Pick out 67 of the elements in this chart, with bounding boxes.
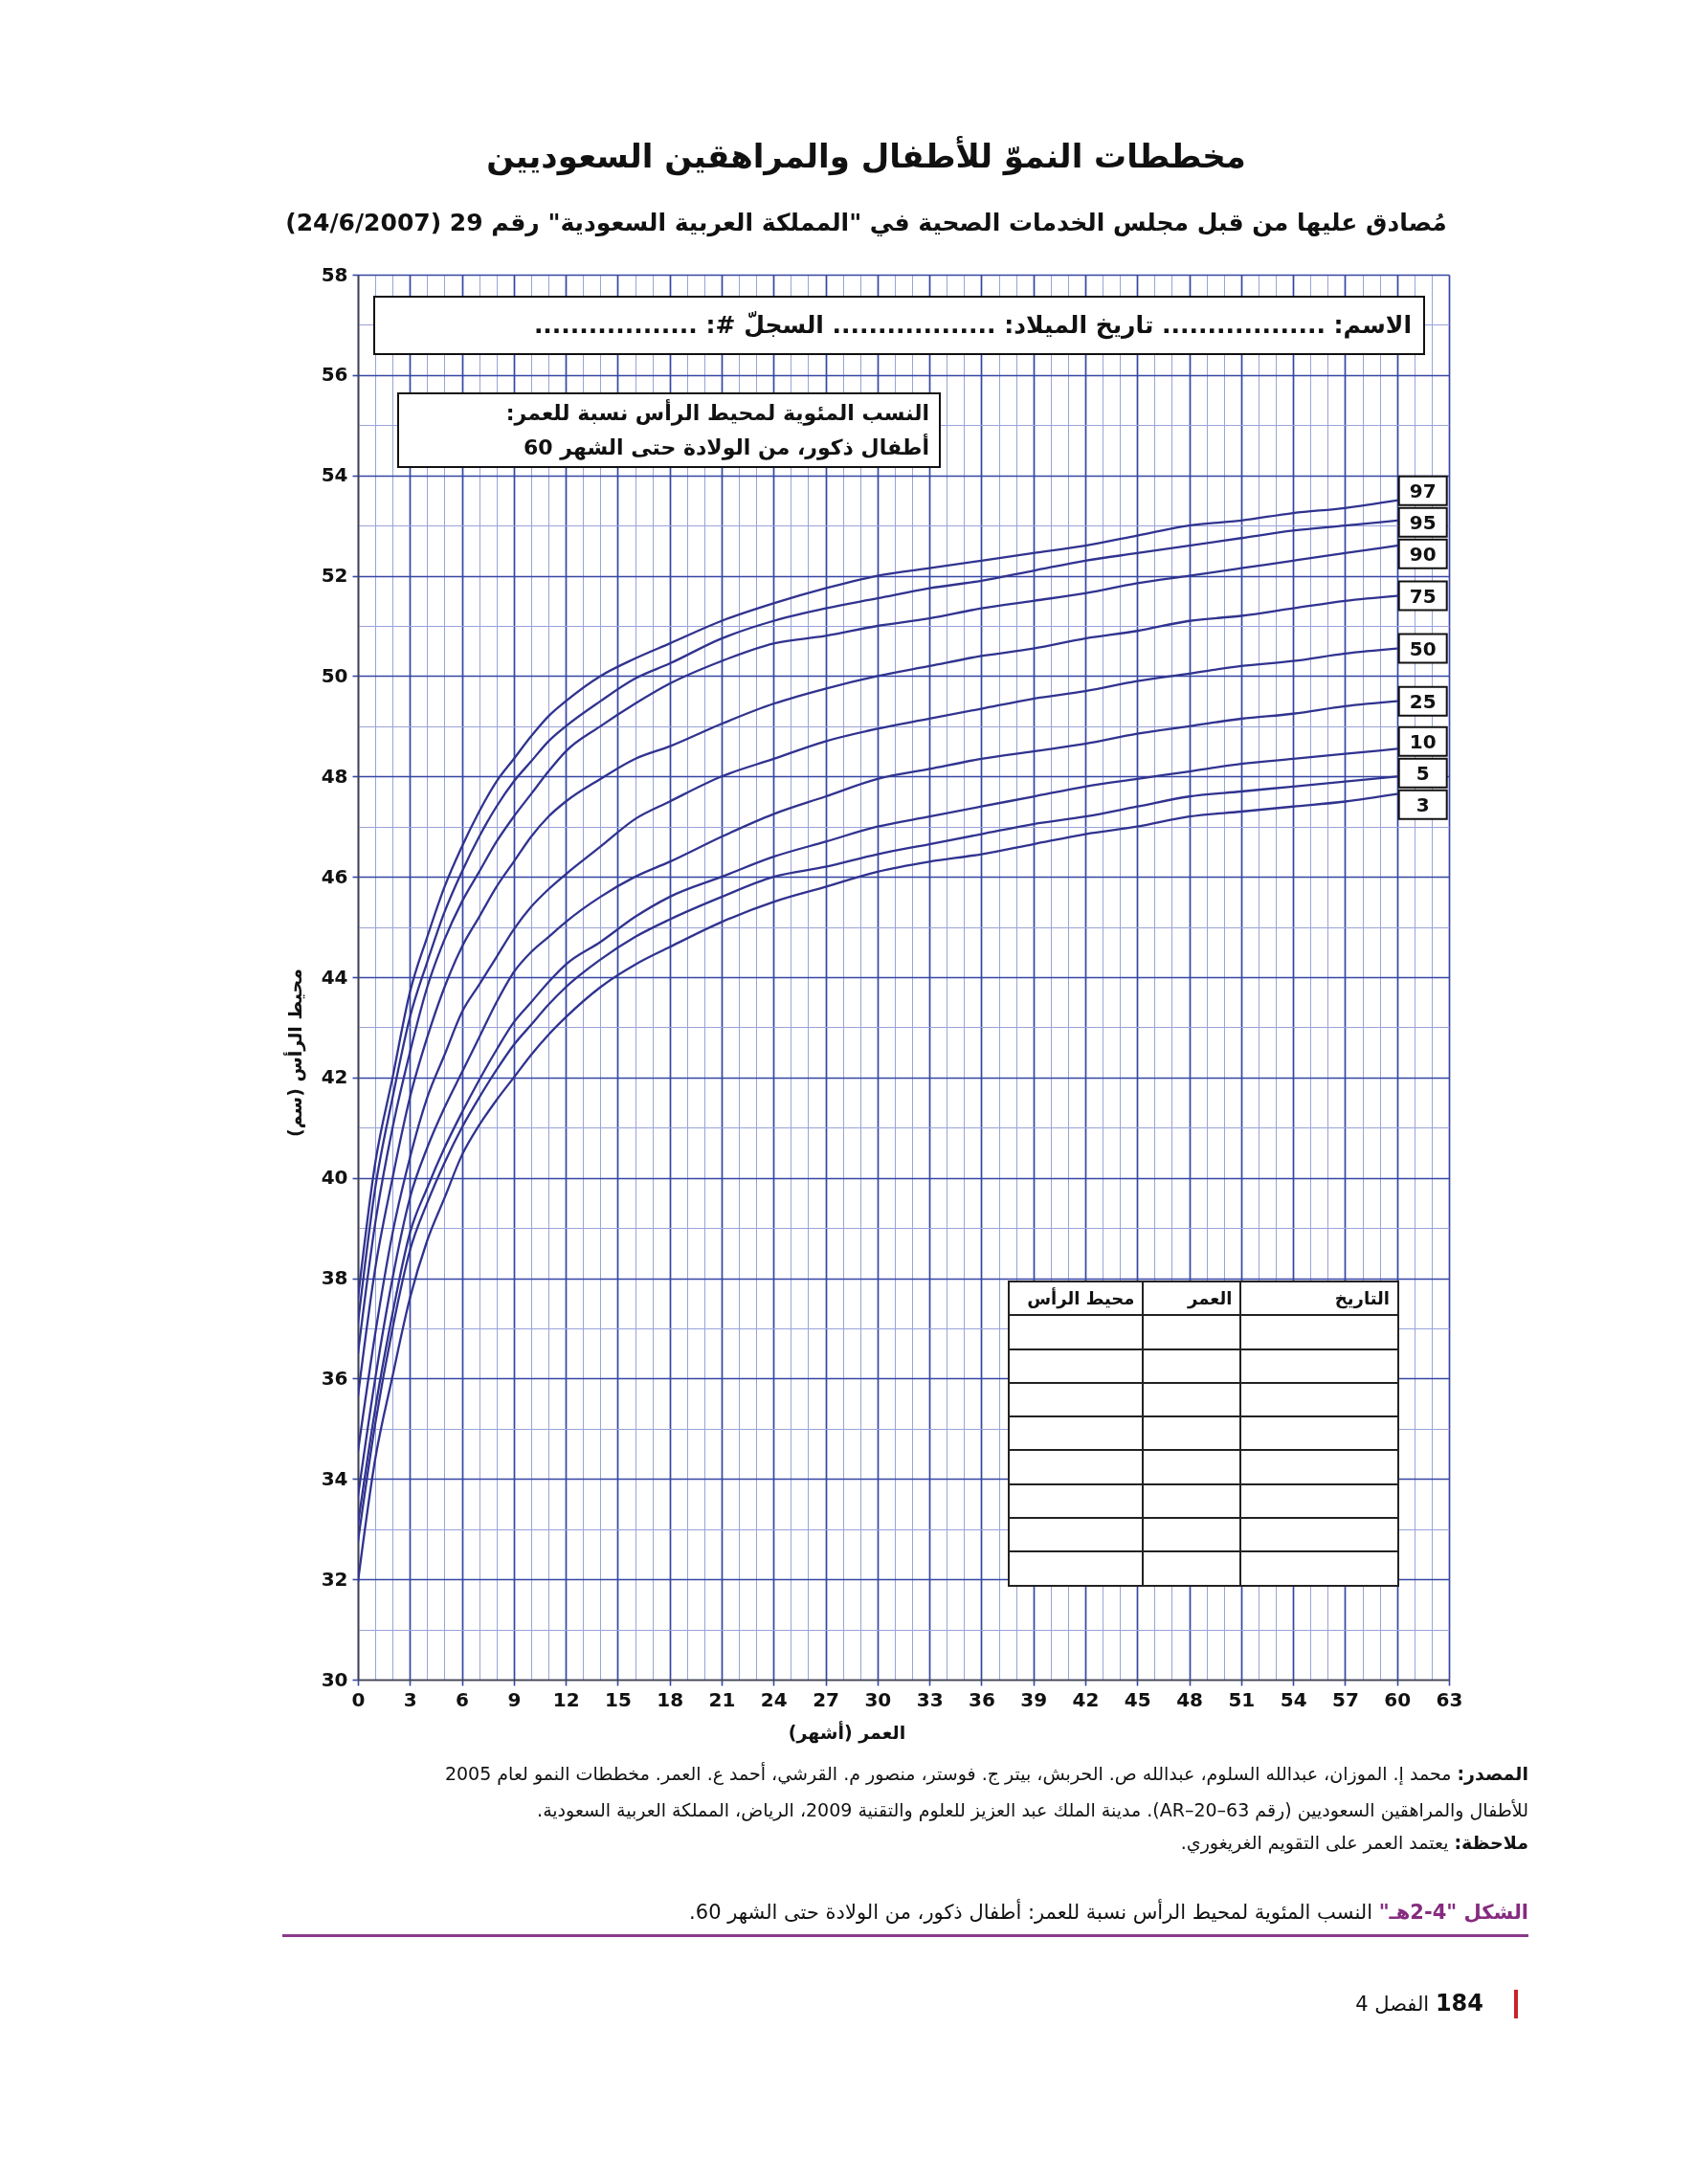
series-label: 75: [1409, 584, 1437, 608]
table-cell: العمر: [1143, 1281, 1241, 1316]
text: 184: [1435, 1990, 1483, 2017]
x-tick-label: 15: [605, 1687, 632, 1711]
x-tick-label: 30: [864, 1687, 892, 1711]
text: ملاحظة:: [1454, 1832, 1528, 1853]
y-tick-label: 30: [321, 1667, 348, 1691]
text: محمد إ. الموزان، عبدالله السلوم، عبدالله ص. الحربش، بيتر ج. فوستر، منصور م. القرشي، أحمد ع. العمر. مخططات النمو لعام 2005: [444, 1763, 1452, 1784]
y-axis-title: محيط الرأس (سم): [282, 968, 307, 1139]
series-label: 3: [1415, 792, 1430, 816]
x-tick-label: 36: [969, 1687, 995, 1711]
x-tick-label: 39: [1020, 1687, 1048, 1711]
x-tick-label: 21: [708, 1687, 736, 1711]
x-tick-label: 33: [916, 1687, 944, 1711]
x-tick-label: 57: [1332, 1687, 1359, 1711]
series-label: 50: [1409, 636, 1437, 660]
text: الفصل 4: [1355, 1993, 1430, 2016]
name-form-box: الاسم: .................. تاريخ الميلاد: .................. السجلّ #: ..................: [373, 296, 1425, 355]
annotation: النسب المئوية لمحيط الرأس نسبة للعمر:: [504, 398, 929, 428]
series-label: 10: [1409, 729, 1437, 753]
y-tick-label: 48: [321, 764, 348, 788]
chart-title: مخططات النموّ للأطفال والمراهقين السعوديين: [485, 135, 1247, 178]
text: المصدر:: [1457, 1763, 1528, 1784]
y-tick-label: 56: [321, 363, 348, 387]
text: يعتمد العمر على التقويم الغريغوري.: [1180, 1832, 1449, 1853]
text: للأطفال والمراهقين السعوديين (رقم AR–20–63). مدينة الملك عبد العزيز للعلوم والتقنية 2009، الرياض، المملكة العربية السعودية.: [537, 1798, 1528, 1823]
y-tick-label: 42: [321, 1065, 348, 1089]
series-label: 97: [1409, 479, 1437, 502]
chart-label-box: النسب المئوية لمحيط الرأس نسبة للعمر: أطفال ذكور، من الولادة حتى الشهر 60: [397, 392, 941, 468]
x-tick-label: 45: [1124, 1687, 1151, 1711]
y-tick-label: 40: [321, 1166, 348, 1190]
table-cell: محيط الرأس: [1009, 1281, 1144, 1316]
series-label: 25: [1409, 689, 1437, 713]
text: الشكل "4-2هـ": [1378, 1901, 1528, 1924]
x-tick-label: 24: [760, 1687, 788, 1711]
y-tick-label: 54: [321, 463, 348, 487]
x-tick-label: 60: [1384, 1687, 1412, 1711]
x-axis-title: العمر (أشهر): [787, 1720, 907, 1746]
x-tick-label: 42: [1072, 1687, 1100, 1711]
x-tick-label: 0: [351, 1687, 366, 1711]
y-tick-label: 50: [321, 663, 348, 687]
x-tick-label: 48: [1176, 1687, 1203, 1711]
x-tick-label: 54: [1280, 1687, 1307, 1711]
y-tick-label: 36: [321, 1366, 348, 1390]
series-label: 95: [1409, 510, 1437, 534]
y-tick-label: 32: [321, 1567, 348, 1591]
y-tick-label: 38: [321, 1266, 348, 1290]
y-tick-label: 44: [321, 965, 348, 989]
annotation: أطفال ذكور، من الولادة حتى الشهر 60: [522, 433, 929, 462]
text: النسب المئوية لمحيط الرأس نسبة للعمر: أطفال ذكور، من الولادة حتى الشهر 60.: [689, 1901, 1372, 1924]
x-tick-label: 18: [657, 1687, 684, 1711]
series-label: 5: [1415, 761, 1430, 785]
series-label: 90: [1409, 542, 1437, 566]
x-tick-label: 63: [1436, 1687, 1463, 1711]
x-tick-label: 3: [403, 1687, 417, 1711]
x-tick-label: 12: [552, 1687, 580, 1711]
y-tick-label: 46: [321, 864, 348, 888]
y-tick-label: 34: [321, 1466, 348, 1490]
x-tick-label: 6: [456, 1687, 470, 1711]
x-tick-label: 51: [1228, 1687, 1256, 1711]
x-tick-label: 9: [507, 1687, 522, 1711]
annotation: الاسم: .................. تاريخ الميلاد: .................. السجلّ #: ..................: [533, 311, 1412, 339]
y-tick-label: 52: [321, 564, 348, 588]
y-tick-label: 58: [321, 262, 348, 286]
chart-subtitle: مُصادق عليها من قبل مجلس الخدمات الصحية في "المملكة العربية السعودية" رقم 29 (24/6/2007): [284, 208, 1448, 239]
table-cell: التاريخ: [1240, 1281, 1398, 1316]
x-tick-label: 27: [813, 1687, 839, 1711]
